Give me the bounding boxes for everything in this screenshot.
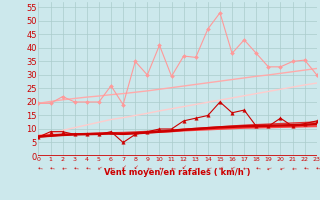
Text: ↙: ↙ [205, 165, 211, 172]
Text: ↙: ↙ [289, 165, 296, 172]
Text: ↙: ↙ [277, 165, 284, 172]
Text: ↙: ↙ [157, 165, 162, 170]
Text: ↙: ↙ [253, 165, 260, 172]
Text: ↙: ↙ [132, 165, 138, 172]
Text: ↙: ↙ [71, 165, 78, 172]
Text: ↙: ↙ [229, 165, 236, 172]
Text: ↙: ↙ [108, 165, 115, 172]
Text: ↙: ↙ [120, 165, 126, 172]
Text: ↙: ↙ [59, 165, 66, 172]
Text: ↙: ↙ [302, 165, 307, 170]
Text: ↙: ↙ [314, 165, 320, 172]
Text: ↙: ↙ [192, 165, 199, 172]
Text: ↙: ↙ [35, 165, 42, 172]
Text: ↙: ↙ [96, 165, 102, 172]
Text: ↙: ↙ [241, 165, 247, 172]
Text: ↙: ↙ [47, 165, 54, 172]
Text: ↙: ↙ [265, 165, 272, 172]
X-axis label: Vent moyen/en rafales ( km/h ): Vent moyen/en rafales ( km/h ) [104, 168, 251, 177]
Text: ↙: ↙ [217, 165, 223, 172]
Text: ↙: ↙ [169, 165, 175, 172]
Text: ↙: ↙ [180, 165, 187, 172]
Text: ↙: ↙ [84, 165, 90, 172]
Text: ↙: ↙ [144, 165, 151, 172]
